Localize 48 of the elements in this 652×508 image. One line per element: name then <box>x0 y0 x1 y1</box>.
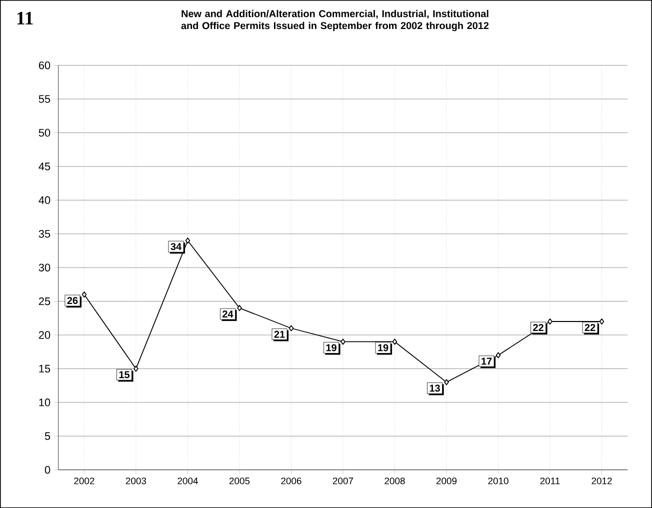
x-tick-label: 2004 <box>178 478 198 484</box>
point <box>237 304 242 311</box>
data-label: 19 <box>326 344 336 352</box>
x-tick-label: 2012 <box>592 478 612 484</box>
y-tick-label: 15 <box>39 364 50 372</box>
y-tick-label: 50 <box>38 128 50 137</box>
x-tick-label: 2002 <box>74 478 94 484</box>
data-label: 13 <box>430 384 440 392</box>
y-tick-label: 60 <box>38 61 50 70</box>
data-label: 22 <box>584 324 596 331</box>
point <box>599 318 604 324</box>
x-tick-label: 2007 <box>332 478 354 484</box>
x-tick-label: 2008 <box>384 478 405 484</box>
x-tick-label: 2010 <box>488 478 508 484</box>
data-label: 17 <box>482 358 492 365</box>
y-tick-label: 20 <box>38 331 50 339</box>
data-label: 15 <box>119 371 130 378</box>
chart-title: New and Addition/Alteration Commercial, Industrial, Institutional and Office Permits Issued in September from 2002 through 2012 <box>181 10 489 32</box>
data-label: 34 <box>170 242 182 250</box>
point <box>82 291 87 298</box>
y-tick-label: 10 <box>39 398 50 406</box>
data-label: 22 <box>533 324 544 331</box>
y-tick-label: 40 <box>38 196 50 204</box>
x-tick-label: 2006 <box>281 478 302 484</box>
y-tick-label: 30 <box>38 264 50 272</box>
x-tick-label: 2005 <box>229 478 250 484</box>
point <box>548 318 552 324</box>
data-label: 21 <box>274 330 285 338</box>
y-tick-label: 5 <box>44 432 50 440</box>
point <box>496 352 501 358</box>
point <box>134 366 138 372</box>
point <box>340 338 346 345</box>
data-label: 26 <box>67 296 78 304</box>
point <box>288 325 294 332</box>
point <box>392 338 398 345</box>
data-label: 19 <box>378 344 388 352</box>
y-tick-label: 45 <box>38 162 50 170</box>
point <box>444 379 449 386</box>
x-tick-label: 2003 <box>126 478 146 484</box>
y-tick-label: 55 <box>38 95 50 103</box>
text: 11 <box>17 12 33 24</box>
y-tick-label: 35 <box>38 230 50 238</box>
data-label: 24 <box>222 310 234 318</box>
x-tick-label: 2009 <box>436 478 457 484</box>
x-tick-label: 2011 <box>540 478 560 484</box>
y-tick-label: 0 <box>44 466 50 474</box>
y-tick-label: 25 <box>38 297 50 306</box>
point <box>185 237 190 244</box>
